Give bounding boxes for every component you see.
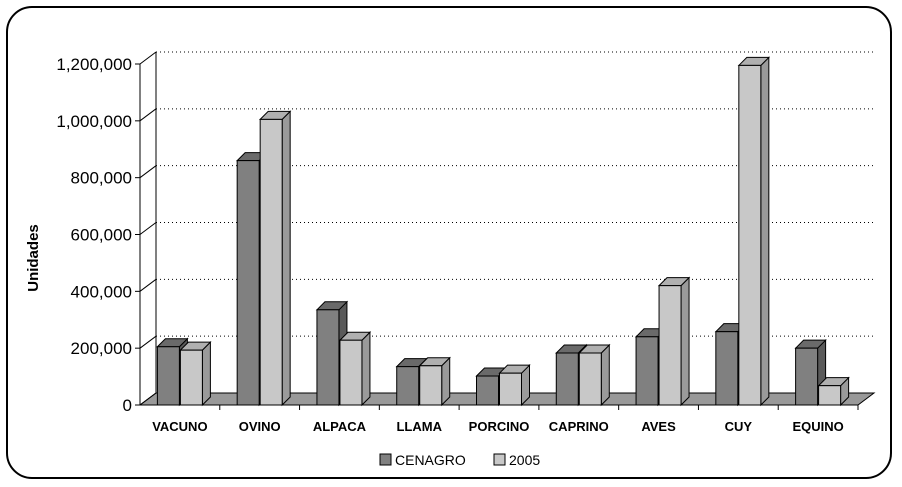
legend-swatch bbox=[379, 453, 392, 466]
bar-cenagro-aves bbox=[635, 336, 659, 406]
bar-cenagro-alpaca bbox=[316, 309, 340, 406]
y-axis-depth-line bbox=[139, 335, 157, 349]
y-tick-label: 1,200,000 bbox=[56, 55, 132, 74]
bar-2005-ovino bbox=[259, 118, 283, 406]
x-tick-label: OVINO bbox=[239, 419, 281, 434]
y-tick-label: 1,000,000 bbox=[56, 112, 132, 131]
bar-cenagro-equino bbox=[795, 347, 819, 406]
legend-swatch bbox=[493, 453, 506, 466]
legend-entry: CENAGRO bbox=[395, 452, 466, 468]
bar-2005-caprino bbox=[578, 352, 602, 406]
bar-cenagro-llama bbox=[396, 366, 420, 406]
x-tick-label: LLAMA bbox=[396, 419, 442, 434]
y-axis-depth-line bbox=[139, 222, 157, 235]
bar-cenagro-cuy bbox=[715, 331, 739, 406]
bar-cenagro-vacuno bbox=[156, 346, 180, 406]
bar-side bbox=[680, 276, 690, 407]
y-tick-label: 0 bbox=[123, 396, 132, 415]
x-tick-label: AVES bbox=[641, 419, 676, 434]
bar-2005-alpaca bbox=[339, 339, 363, 406]
bar-cenagro-caprino bbox=[555, 352, 579, 406]
bar-side bbox=[361, 331, 371, 407]
bar-cenagro-porcino bbox=[476, 375, 499, 406]
y-tick-label: 600,000 bbox=[71, 226, 132, 245]
legend-entry: 2005 bbox=[509, 452, 540, 468]
y-tick-label: 400,000 bbox=[71, 282, 132, 301]
x-tick-label: VACUNO bbox=[152, 419, 207, 434]
bar-2005-porcino bbox=[499, 372, 522, 406]
y-axis-depth-line bbox=[139, 392, 157, 406]
y-axis-label: Unidades bbox=[25, 224, 42, 292]
x-tick-label: CAPRINO bbox=[549, 419, 609, 434]
x-tick-label: ALPACA bbox=[313, 419, 367, 434]
bar-side bbox=[760, 56, 770, 407]
y-tick-label: 800,000 bbox=[71, 169, 132, 188]
y-axis-depth-line bbox=[139, 278, 157, 292]
y-tick-label: 200,000 bbox=[71, 339, 132, 358]
x-tick-label: PORCINO bbox=[469, 419, 530, 434]
y-axis-depth-line bbox=[139, 51, 157, 65]
bar-2005-cuy bbox=[738, 64, 762, 406]
y-axis-depth-line bbox=[139, 165, 157, 179]
bar-side bbox=[201, 340, 211, 407]
bar-2005-equino bbox=[818, 385, 842, 406]
bar-side bbox=[600, 343, 610, 407]
y-axis-depth-line bbox=[139, 108, 157, 122]
bar-2005-llama bbox=[419, 365, 443, 406]
x-tick-label: EQUINO bbox=[792, 419, 843, 434]
bar-2005-vacuno bbox=[179, 349, 203, 406]
x-tick-label: CUY bbox=[725, 419, 753, 434]
bar-cenagro-ovino bbox=[236, 160, 260, 406]
bar-2005-aves bbox=[658, 285, 682, 406]
bar-side bbox=[281, 110, 291, 407]
